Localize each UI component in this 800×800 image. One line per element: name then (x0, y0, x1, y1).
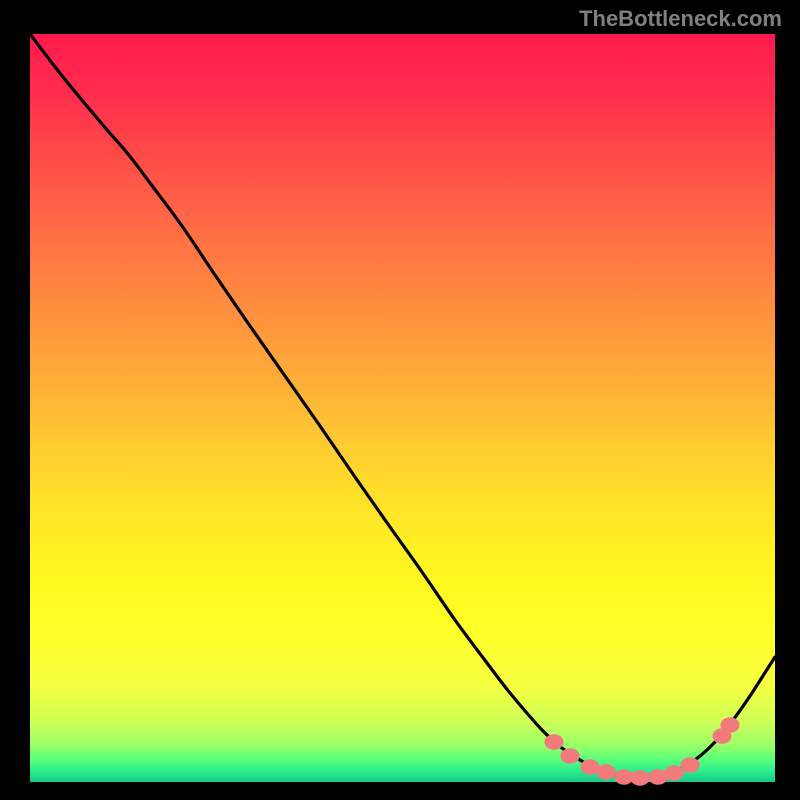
curve-marker (664, 765, 683, 780)
watermark-text: TheBottleneck.com (579, 6, 782, 32)
curve-marker (544, 734, 563, 749)
curve-marker (680, 757, 699, 772)
curve-marker (560, 748, 579, 763)
bottleneck-chart (0, 0, 800, 800)
curve-marker (720, 717, 739, 732)
curve-marker (596, 764, 615, 779)
chart-wrapper: { "watermark": { "text": "TheBottleneck.… (0, 0, 800, 800)
curve-marker (630, 770, 649, 785)
plot-background (30, 34, 775, 782)
